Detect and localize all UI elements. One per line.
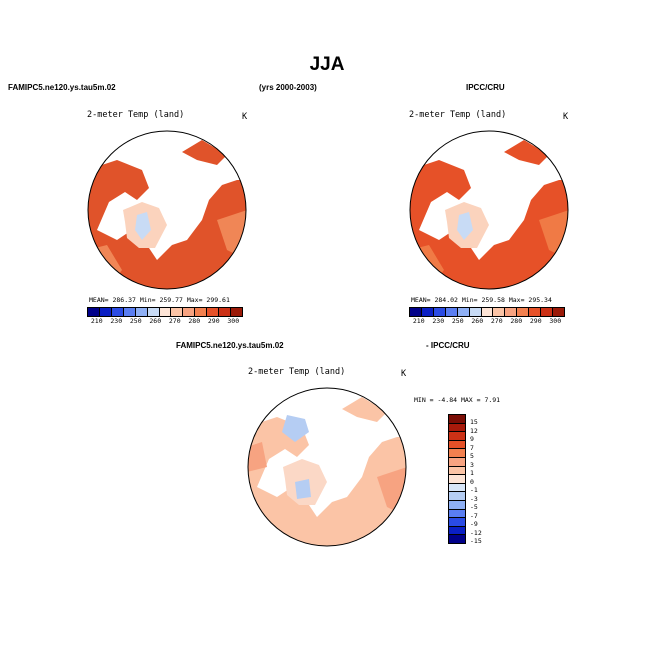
panel2-stats: MEAN= 284.02 Min= 259.58 Max= 295.34 — [411, 296, 552, 304]
diff-colorbar-tick-label: -5 — [470, 503, 478, 512]
panel3-warm-shade — [248, 442, 406, 517]
panel2-variable-label: 2-meter Temp (land) — [409, 110, 507, 120]
panel2-colorbar-tick-label: 300 — [549, 317, 562, 325]
panel3-cold-patch — [282, 415, 311, 499]
panel1-variable-label: 2-meter Temp (land) — [87, 110, 185, 120]
diff-colorbar-tick-label: 7 — [470, 443, 474, 452]
diff-colorbar-tick-label: -9 — [470, 520, 478, 529]
diff-colorbar-tick-label: 0 — [470, 477, 474, 486]
years-header: (yrs 2000-2003) — [259, 83, 317, 92]
panel2-colorbar: 210 230 250 260 270 280 290 300 — [409, 307, 565, 325]
model-name-header: FAMIPC5.ne120.ys.tau5m.02 — [8, 83, 116, 92]
panel1-colorbar-tick-label: 260 — [149, 317, 162, 325]
panel1-colorbar-tick-label: 230 — [110, 317, 123, 325]
panel2-colorbar-swatch — [469, 308, 482, 316]
diff-colorbar-tick-label: 12 — [470, 426, 478, 435]
panel1-colorbar-tick-label: 270 — [168, 317, 181, 325]
panel1-colorbar-tick-label: 280 — [188, 317, 201, 325]
panel1-colorbar: 210 230 250 260 270 280 290 300 — [87, 307, 243, 325]
panel1-colorbar-swatch — [99, 308, 112, 316]
panel2-colorbar-tick-label: 210 — [412, 317, 425, 325]
panel1-colorbar-swatch — [123, 308, 136, 316]
panel2-colorbar-swatch — [541, 308, 554, 316]
panel3-polar-map — [247, 387, 407, 547]
panel3-units: K — [401, 369, 407, 379]
diff-colorbar-swatch — [449, 457, 465, 467]
panel2-colorbar-swatch — [481, 308, 494, 316]
diff-colorbar-swatch — [449, 483, 465, 493]
panel1-colorbar-swatch — [183, 308, 196, 316]
diff-colorbar-tick-label: 9 — [470, 435, 474, 444]
diff-colorbar-swatch — [449, 535, 465, 543]
panel1-colorbar-tick-label: 300 — [227, 317, 240, 325]
diff-colorbar-swatch — [449, 449, 465, 458]
panel1-colorbar-swatch — [195, 308, 208, 316]
panel1-units: K — [242, 112, 248, 122]
panel2-colorbar-tick-label: 250 — [451, 317, 464, 325]
panel1-colorbar-swatch — [231, 308, 242, 316]
diff-colorbar-swatch — [449, 423, 465, 433]
panel2-cold-patch — [457, 212, 473, 240]
panel2-colorbar-swatch — [517, 308, 530, 316]
diff-colorbar-tick-label: -7 — [470, 511, 478, 520]
panel2-colorbar-swatch — [457, 308, 470, 316]
diff-colorbar-swatch — [449, 518, 465, 527]
panel1-colorbar-swatch — [88, 308, 100, 316]
panel2-land-fill — [410, 140, 568, 289]
panel2-units: K — [563, 112, 569, 122]
observations-header: IPCC/CRU — [466, 83, 505, 92]
panel3-variable-label: 2-meter Temp (land) — [248, 367, 346, 377]
panel1-cold-patch — [135, 212, 151, 240]
diff-colorbar-swatch — [449, 415, 465, 424]
diff-colorbar-swatch — [449, 440, 465, 450]
diff-colorbar-tick-label: 15 — [470, 418, 478, 426]
diff-colorbar-tick-label: -1 — [470, 486, 478, 495]
panel1-colorbar-tick-label: 210 — [90, 317, 103, 325]
diff-colorbar-tick-label: 5 — [470, 452, 474, 461]
panel1-colorbar-swatch — [135, 308, 148, 316]
panel2-colorbar-swatch — [445, 308, 458, 316]
panel2-colorbar-swatch — [553, 308, 564, 316]
panel1-colorbar-swatch — [147, 308, 160, 316]
diff-colorbar-swatch — [449, 509, 465, 519]
diff-colorbar-swatch — [449, 432, 465, 441]
panel3-stats: MIN = -4.84 MAX = 7.91 — [414, 396, 501, 404]
panel2-colorbar-tick-label: 270 — [490, 317, 503, 325]
diff-colorbar-swatch — [449, 526, 465, 536]
panel2-colorbar-swatch — [421, 308, 434, 316]
diff-colorbar-tick-label: -3 — [470, 494, 478, 503]
diff-colorbar-swatch — [449, 475, 465, 484]
panel2-colorbar-swatch — [493, 308, 506, 316]
panel2-colorbar-tick-label: 290 — [529, 317, 542, 325]
diff-colorbar-tick-label: 3 — [470, 460, 474, 469]
panel1-land-fill — [88, 140, 246, 289]
panel1-colorbar-swatch — [171, 308, 184, 316]
panel1-stats: MEAN= 286.37 Min= 259.77 Max= 299.61 — [89, 296, 230, 304]
panel2-colorbar-tick-label: 230 — [432, 317, 445, 325]
diff-colorbar-tick-label: -15 — [470, 537, 482, 546]
diff-obs-header: - IPCC/CRU — [426, 341, 470, 350]
panel1-colorbar-tick-label: 290 — [207, 317, 220, 325]
panel1-polar-map — [87, 130, 247, 290]
panel2-colorbar-swatch — [410, 308, 422, 316]
panel2-polar-map — [409, 130, 569, 290]
diff-colorbar-tick-label: 1 — [470, 469, 474, 478]
panel2-colorbar-swatch — [505, 308, 518, 316]
figure-title: JJA — [309, 54, 345, 75]
panel2-colorbar-swatch — [529, 308, 542, 316]
panel1-colorbar-swatch — [207, 308, 220, 316]
panel2-colorbar-tick-label: 280 — [510, 317, 523, 325]
panel2-colorbar-tick-label: 260 — [471, 317, 484, 325]
diff-colorbar: 15 12 9 7 5 3 1 0 -1 -3 -5 -7 -9 -12 -15 — [448, 414, 482, 546]
diff-model-header: FAMIPC5.ne120.ys.tau5m.02 — [176, 341, 284, 350]
panel2-colorbar-swatch — [433, 308, 446, 316]
panel1-colorbar-swatch — [159, 308, 172, 316]
diff-colorbar-swatch — [449, 492, 465, 501]
diff-colorbar-swatch — [449, 466, 465, 476]
panel1-colorbar-swatch — [111, 308, 124, 316]
diff-colorbar-tick-label: -12 — [470, 528, 482, 537]
panel1-colorbar-swatch — [219, 308, 232, 316]
panel1-colorbar-tick-label: 250 — [129, 317, 142, 325]
diff-colorbar-swatch — [449, 500, 465, 510]
